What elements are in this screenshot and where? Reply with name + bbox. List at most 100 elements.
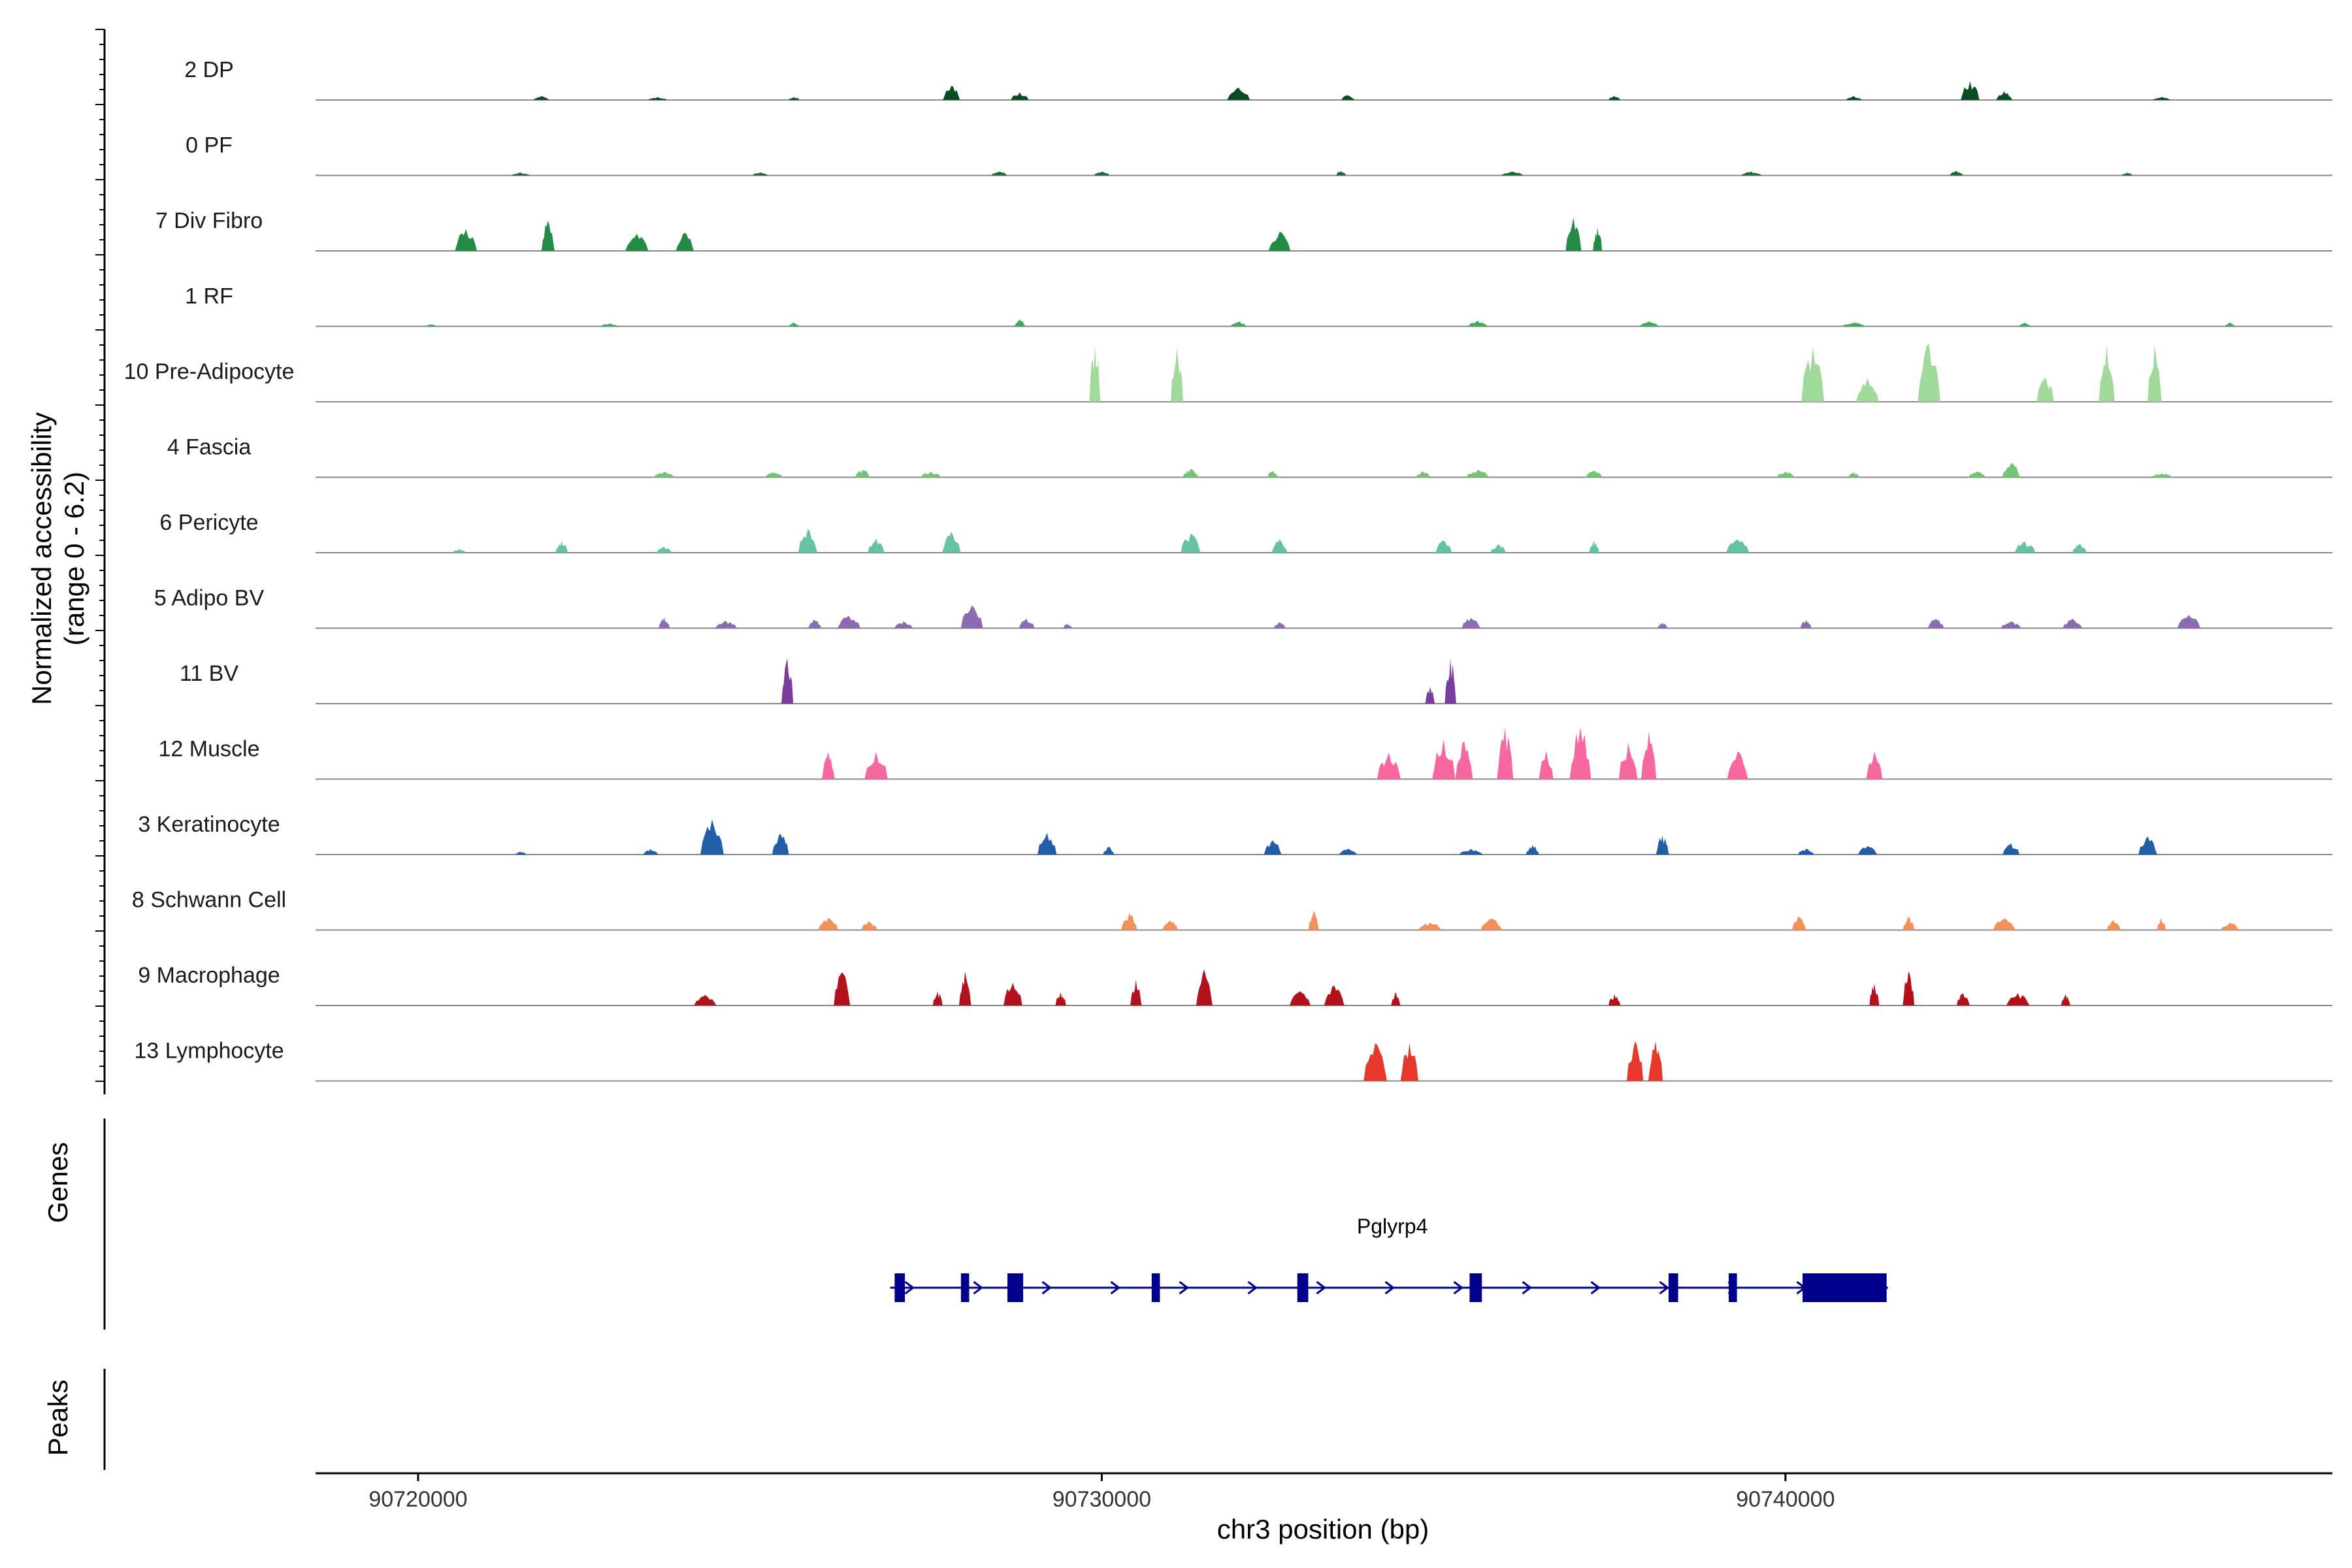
- coverage-peak: [714, 620, 737, 629]
- left-axes: [95, 29, 106, 1470]
- coverage-peak: [1727, 751, 1748, 779]
- coverage-peak: [789, 322, 800, 327]
- strand-arrow: [1041, 1281, 1052, 1295]
- track-9-macrophage: 9 Macrophage: [138, 963, 2332, 1006]
- strand-arrow: [1110, 1281, 1120, 1295]
- track-13-lymphocyte: 13 Lymphocyte: [134, 1039, 2332, 1082]
- coverage-peak: [861, 921, 877, 930]
- coverage-peak: [808, 619, 822, 629]
- coverage-peak: [648, 97, 667, 100]
- strand-arrow: [1453, 1281, 1463, 1295]
- coverage-peak: [1418, 922, 1442, 930]
- track-1-rf: 1 RF: [185, 284, 2332, 327]
- gene-exon: [1007, 1273, 1024, 1302]
- coverage-peak: [555, 541, 568, 553]
- coverage-peak: [1993, 919, 2016, 930]
- coverage-peak: [653, 471, 675, 478]
- coverage-peak: [864, 751, 888, 779]
- coverage-peak: [1627, 1041, 1644, 1081]
- coverage-peak: [1120, 913, 1137, 930]
- coverage-peak: [1848, 472, 1859, 478]
- coverage-peak: [868, 538, 885, 553]
- coverage-peak: [1271, 539, 1288, 553]
- strand-arrow: [1522, 1281, 1532, 1295]
- coverage-peak: [1094, 171, 1110, 176]
- coverage-peak: [1776, 471, 1795, 478]
- coverage-peak: [2149, 473, 2174, 478]
- coverage-peak: [1480, 919, 1503, 930]
- coverage-peak: [2220, 922, 2240, 930]
- x-tick-label: 90740000: [1736, 1487, 1835, 1512]
- gene-exon: [1469, 1273, 1482, 1302]
- track-6-pericyte: 6 Pericyte: [159, 510, 2332, 553]
- track-7-div-fibro: 7 Div Fibro: [155, 208, 2332, 252]
- x-axis: 90720000 90730000 90740000: [316, 1472, 2332, 1512]
- track-label: 13 Lymphocyte: [134, 1039, 284, 1064]
- track-4-fascia: 4 Fascia: [167, 435, 2332, 478]
- coverage-peak: [1869, 983, 1880, 1005]
- coverage-tracks: 2 DP 0 PF 7 Div Fibro 1 RF 10 Pre-Adipocyte 4…: [124, 57, 2332, 1082]
- coverage-peak: [1569, 727, 1592, 779]
- coverage-peak: [781, 658, 794, 704]
- coverage-peak: [1455, 741, 1473, 779]
- strand-arrow: [1590, 1281, 1601, 1295]
- coverage-peak: [1608, 96, 1621, 100]
- coverage-peak: [1903, 971, 1915, 1005]
- coverage-peak: [1657, 622, 1668, 629]
- track-label: 0 PF: [186, 133, 233, 158]
- coverage-peak: [1842, 322, 1866, 327]
- coverage-peak: [1497, 727, 1514, 779]
- coverage-peak: [2148, 344, 2162, 402]
- coverage-peak: [1639, 321, 1659, 327]
- coverage-peak: [991, 171, 1007, 176]
- gene-exon: [1728, 1273, 1737, 1302]
- y-axis-title-line1: Normalized accessibility: [26, 412, 57, 705]
- strand-arrow: [1659, 1281, 1669, 1295]
- coverage-peak: [1230, 321, 1247, 327]
- coverage-peak: [1445, 658, 1456, 704]
- coverage-peak: [1927, 619, 1944, 629]
- coverage-peak: [532, 96, 549, 100]
- coverage-peak: [1725, 539, 1750, 553]
- coverage-peak: [1539, 750, 1554, 779]
- coverage-peak: [625, 233, 649, 251]
- coverage-peak: [837, 615, 860, 629]
- coverage-peak: [656, 547, 672, 553]
- track-label: 8 Schwann Cell: [132, 888, 286, 913]
- coverage-peak: [1014, 319, 1026, 327]
- track-label: 5 Adipo BV: [154, 586, 265, 611]
- coverage-peak: [2036, 377, 2054, 402]
- coverage-peak: [1391, 992, 1401, 1005]
- track-label: 9 Macrophage: [138, 963, 280, 988]
- coverage-peak: [958, 971, 972, 1005]
- coverage-peak: [1268, 231, 1291, 251]
- coverage-peak: [960, 605, 983, 629]
- coverage-peak: [2152, 97, 2171, 100]
- coverage-peak: [1089, 344, 1101, 402]
- coverage-peak: [643, 849, 659, 855]
- coverage-peak: [1289, 991, 1311, 1005]
- coverage-peak: [1267, 470, 1279, 478]
- coverage-peak: [921, 471, 941, 478]
- coverage-peak: [932, 991, 943, 1005]
- coverage-peak: [1324, 985, 1345, 1005]
- track-label: 10 Pre-Adipocyte: [124, 359, 295, 384]
- coverage-peak: [2225, 322, 2235, 327]
- coverage-peak: [2138, 836, 2157, 855]
- strand-arrow: [1247, 1281, 1258, 1295]
- coverage-peak: [855, 469, 870, 478]
- coverage-peak: [1565, 218, 1582, 251]
- coverage-peak: [1162, 921, 1179, 930]
- gene-exon: [1297, 1273, 1309, 1302]
- coverage-peak: [2106, 921, 2121, 930]
- track-label: 1 RF: [185, 284, 233, 309]
- coverage-peak: [1196, 969, 1213, 1005]
- gene-exon: [960, 1273, 970, 1302]
- strand-arrow: [1384, 1281, 1395, 1295]
- coverage-peak: [1968, 471, 1986, 478]
- coverage-peak: [694, 995, 717, 1005]
- coverage-peak: [1336, 171, 1347, 176]
- track-0-pf: 0 PF: [186, 133, 2332, 176]
- peaks-track-title: Peaks: [42, 1380, 73, 1456]
- track-2-dp: 2 DP: [184, 57, 2332, 101]
